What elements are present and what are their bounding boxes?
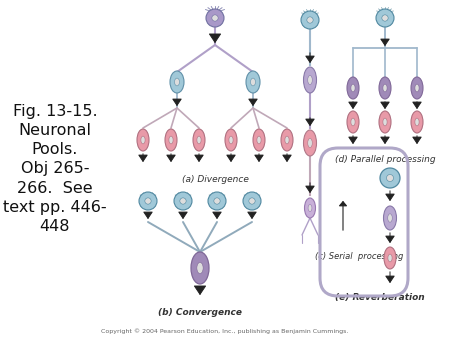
Text: Copyright © 2004 Pearson Education, Inc., publishing as Benjamin Cummings.: Copyright © 2004 Pearson Education, Inc.… (101, 328, 349, 334)
Circle shape (301, 11, 319, 29)
Ellipse shape (411, 77, 423, 99)
Circle shape (145, 198, 151, 204)
Ellipse shape (169, 136, 173, 144)
Ellipse shape (229, 136, 233, 144)
Ellipse shape (308, 139, 312, 148)
Circle shape (174, 192, 192, 210)
Ellipse shape (281, 129, 293, 151)
Ellipse shape (383, 84, 387, 92)
Ellipse shape (383, 118, 387, 126)
Ellipse shape (197, 136, 201, 144)
Ellipse shape (379, 111, 391, 133)
Ellipse shape (379, 77, 391, 99)
Ellipse shape (253, 129, 265, 151)
Ellipse shape (415, 84, 419, 92)
Circle shape (214, 198, 220, 204)
Ellipse shape (193, 129, 205, 151)
Text: (d) Parallel processing: (d) Parallel processing (335, 155, 435, 164)
Circle shape (139, 192, 157, 210)
Ellipse shape (351, 118, 355, 126)
Circle shape (307, 17, 313, 23)
Text: Fig. 13-15.
Neuronal
Pools.
Obj 265-
266.  See
text pp. 446-
448: Fig. 13-15. Neuronal Pools. Obj 265- 266… (3, 104, 107, 234)
Ellipse shape (305, 198, 315, 218)
Circle shape (243, 192, 261, 210)
Ellipse shape (246, 71, 260, 93)
Ellipse shape (388, 214, 392, 222)
Circle shape (249, 198, 255, 204)
Circle shape (180, 198, 186, 204)
Ellipse shape (197, 262, 203, 273)
Ellipse shape (347, 111, 359, 133)
Circle shape (376, 9, 394, 27)
Text: (b) Convergence: (b) Convergence (158, 308, 242, 317)
Ellipse shape (384, 247, 396, 269)
Circle shape (208, 192, 226, 210)
Ellipse shape (225, 129, 237, 151)
Ellipse shape (303, 130, 316, 156)
Circle shape (382, 15, 388, 21)
Ellipse shape (308, 204, 312, 212)
Ellipse shape (308, 75, 312, 84)
Ellipse shape (415, 118, 419, 126)
Ellipse shape (137, 129, 149, 151)
Ellipse shape (347, 77, 359, 99)
Ellipse shape (191, 252, 209, 284)
Ellipse shape (141, 136, 145, 144)
Ellipse shape (257, 136, 261, 144)
Circle shape (206, 9, 224, 27)
Circle shape (212, 15, 218, 21)
Ellipse shape (170, 71, 184, 93)
Ellipse shape (175, 78, 180, 86)
Ellipse shape (251, 78, 256, 86)
Ellipse shape (411, 111, 423, 133)
Text: (a) Divergence: (a) Divergence (181, 175, 248, 184)
Circle shape (380, 168, 400, 188)
Ellipse shape (303, 67, 316, 93)
Text: (c) Serial  processing: (c) Serial processing (315, 252, 403, 261)
Ellipse shape (351, 84, 355, 92)
Ellipse shape (388, 254, 392, 262)
Ellipse shape (165, 129, 177, 151)
Ellipse shape (285, 136, 289, 144)
Text: (e) Reverberation: (e) Reverberation (335, 293, 425, 302)
Ellipse shape (383, 206, 396, 230)
Circle shape (387, 174, 393, 182)
